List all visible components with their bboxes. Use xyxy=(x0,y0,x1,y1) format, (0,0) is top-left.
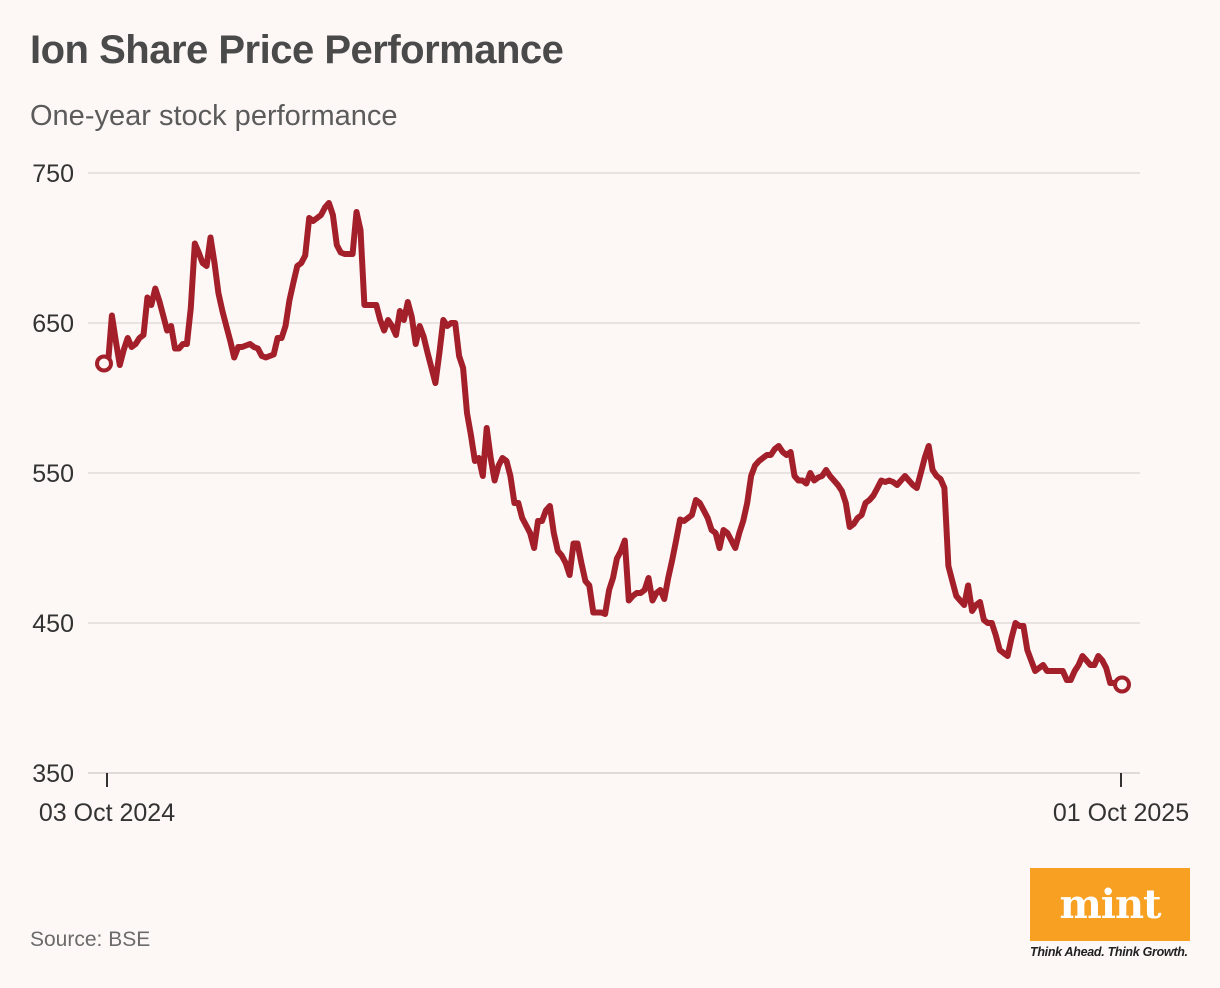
logo-tagline: Think Ahead. Think Growth. xyxy=(1030,945,1188,959)
y-tick-label: 650 xyxy=(32,310,74,338)
chart-subtitle: One-year stock performance xyxy=(30,100,398,132)
series-line xyxy=(101,200,1125,688)
mint-logo: mint xyxy=(1030,868,1190,941)
y-tick-labels: 750 650 550 450 350 xyxy=(32,160,74,788)
grid-lines xyxy=(88,172,1140,774)
source-note: Source: BSE xyxy=(30,928,151,951)
y-tick-label: 450 xyxy=(32,610,74,638)
logo-text: mint xyxy=(1059,881,1161,928)
x-axis-ticks: 03 Oct 2024 01 Oct 2025 xyxy=(39,773,1189,827)
y-tick-label: 350 xyxy=(32,760,74,788)
y-tick-label: 750 xyxy=(32,160,74,188)
end-marker xyxy=(1113,675,1131,694)
x-tick-label-end: 01 Oct 2025 xyxy=(1053,799,1189,827)
x-tick-label-start: 03 Oct 2024 xyxy=(39,799,175,827)
y-tick-label: 550 xyxy=(32,460,74,488)
start-marker xyxy=(95,354,113,373)
chart-title: Ion Share Price Performance xyxy=(30,28,564,72)
